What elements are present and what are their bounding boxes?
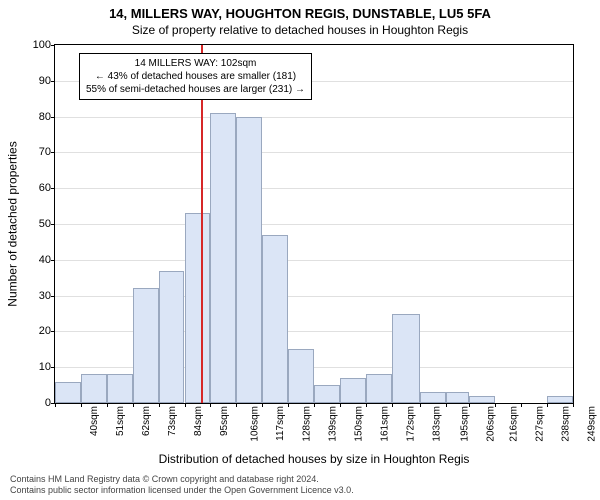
x-tick-label: 195sqm [460, 406, 471, 442]
x-tick-mark [133, 403, 134, 407]
annotation-line1: 14 MILLERS WAY: 102sqm [86, 57, 305, 70]
histogram-bar [340, 378, 366, 403]
x-tick-label: 106sqm [250, 406, 261, 442]
chart-container: 14, MILLERS WAY, HOUGHTON REGIS, DUNSTAB… [0, 0, 600, 500]
histogram-bar [288, 349, 314, 403]
x-tick-mark [392, 403, 393, 407]
histogram-bar [420, 392, 446, 403]
histogram-bar [446, 392, 470, 403]
x-tick-mark [81, 403, 82, 407]
x-tick-label: 183sqm [431, 406, 442, 442]
x-tick-mark [159, 403, 160, 407]
y-tick-label: 20 [39, 325, 55, 337]
histogram-bar [55, 382, 81, 403]
x-tick-label: 206sqm [485, 406, 496, 442]
histogram-bar [159, 271, 185, 403]
x-tick-label: 216sqm [509, 406, 520, 442]
histogram-bar [392, 314, 420, 404]
x-tick-mark [288, 403, 289, 407]
y-tick-label: 0 [45, 397, 55, 409]
x-tick-label: 238sqm [561, 406, 572, 442]
y-axis-label: Number of detached properties [6, 44, 20, 404]
histogram-bar [547, 396, 573, 403]
annotation-box: 14 MILLERS WAY: 102sqm ← 43% of detached… [79, 53, 312, 100]
histogram-bar [314, 385, 340, 403]
histogram-bar [185, 213, 211, 403]
y-tick-label: 30 [39, 290, 55, 302]
x-tick-mark [495, 403, 496, 407]
footer-line2: Contains public sector information licen… [10, 485, 354, 496]
x-tick-label: 161sqm [379, 406, 390, 442]
histogram-bar [366, 374, 392, 403]
grid-line [55, 260, 573, 261]
x-tick-mark [185, 403, 186, 407]
histogram-bar [236, 117, 262, 403]
plot-area: 010203040506070809010040sqm51sqm62sqm73s… [54, 44, 574, 404]
y-tick-label: 70 [39, 146, 55, 158]
footer-line1: Contains HM Land Registry data © Crown c… [10, 474, 354, 485]
x-tick-label: 73sqm [167, 406, 178, 436]
x-tick-label: 62sqm [141, 406, 152, 436]
x-tick-mark [236, 403, 237, 407]
footer-attribution: Contains HM Land Registry data © Crown c… [10, 474, 354, 496]
x-tick-mark [55, 403, 56, 407]
x-tick-label: 227sqm [535, 406, 546, 442]
x-tick-mark [314, 403, 315, 407]
histogram-bar [133, 288, 159, 403]
page-title: 14, MILLERS WAY, HOUGHTON REGIS, DUNSTAB… [0, 0, 600, 21]
grid-line [55, 188, 573, 189]
x-tick-mark [446, 403, 447, 407]
y-tick-label: 50 [39, 218, 55, 230]
grid-line [55, 117, 573, 118]
histogram-bar [210, 113, 236, 403]
x-tick-mark [573, 403, 574, 407]
x-tick-label: 249sqm [587, 406, 598, 442]
annotation-line2: ← 43% of detached houses are smaller (18… [86, 70, 305, 83]
x-tick-label: 51sqm [115, 406, 126, 436]
x-tick-label: 117sqm [275, 406, 286, 441]
page-subtitle: Size of property relative to detached ho… [0, 21, 600, 41]
x-tick-mark [469, 403, 470, 407]
x-tick-label: 84sqm [193, 406, 204, 436]
x-tick-mark [340, 403, 341, 407]
x-tick-label: 150sqm [354, 406, 365, 442]
y-tick-label: 60 [39, 182, 55, 194]
y-tick-label: 40 [39, 254, 55, 266]
y-tick-label: 90 [39, 75, 55, 87]
x-tick-mark [547, 403, 548, 407]
x-tick-label: 139sqm [328, 406, 339, 442]
histogram-bar [262, 235, 288, 403]
x-axis-label: Distribution of detached houses by size … [54, 452, 574, 466]
x-tick-mark [420, 403, 421, 407]
grid-line [55, 224, 573, 225]
x-tick-label: 172sqm [405, 406, 416, 442]
histogram-bar [107, 374, 133, 403]
annotation-line3: 55% of semi-detached houses are larger (… [86, 83, 305, 96]
x-tick-mark [521, 403, 522, 407]
x-tick-mark [107, 403, 108, 407]
x-tick-label: 95sqm [219, 406, 230, 436]
y-tick-label: 80 [39, 111, 55, 123]
grid-line [55, 152, 573, 153]
histogram-bar [469, 396, 495, 403]
histogram-bar [81, 374, 107, 403]
y-tick-label: 10 [39, 361, 55, 373]
x-tick-mark [366, 403, 367, 407]
x-tick-mark [210, 403, 211, 407]
x-tick-mark [262, 403, 263, 407]
y-tick-label: 100 [33, 39, 55, 51]
x-tick-label: 128sqm [302, 406, 313, 442]
x-tick-label: 40sqm [89, 406, 100, 436]
